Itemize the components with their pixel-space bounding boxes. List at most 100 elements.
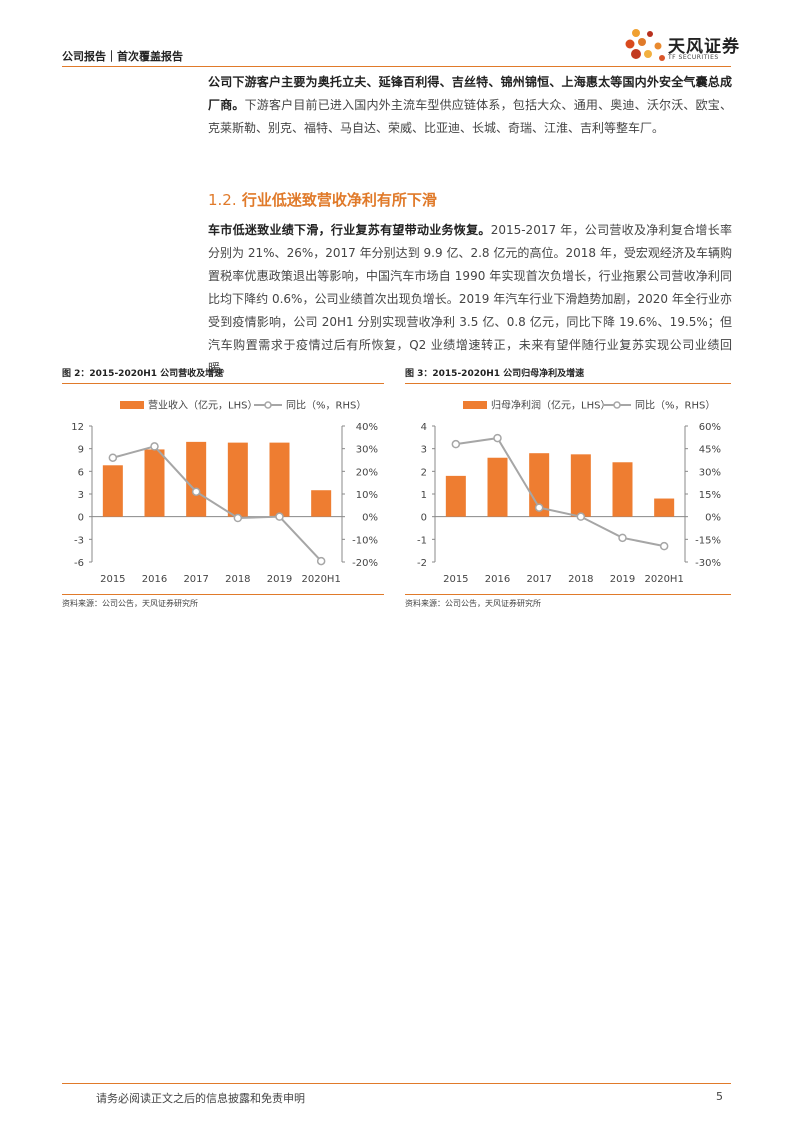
- y-tick-label-right: -10%: [352, 535, 378, 546]
- y-tick-label-right: 45%: [699, 445, 721, 456]
- growth-point: [316, 556, 326, 566]
- bar: [269, 442, 290, 517]
- y-tick-label-right: 60%: [699, 422, 721, 433]
- y-tick-label-right: 10%: [356, 490, 378, 501]
- y-tick-label-right: -30%: [695, 558, 721, 569]
- y-tick-label-right: 15%: [699, 490, 721, 501]
- y-tick-label-left: -6: [74, 558, 84, 569]
- section-title: 行业低迷致营收净利有所下滑: [241, 191, 437, 209]
- logo-subtitle: TF SECURITIES: [668, 54, 719, 61]
- bar: [144, 449, 165, 517]
- section-number: 1.2.: [208, 191, 237, 209]
- x-tick-label: 2018: [568, 574, 593, 585]
- figure-3-title: 图 3：2015-2020H1 公司归母净利及增速: [405, 369, 585, 379]
- x-tick-label: 2015: [100, 574, 125, 585]
- legend-line-label: 同比（%，RHS）: [286, 400, 366, 412]
- y-tick-label-right: 0%: [362, 513, 378, 524]
- net-profit-chart: 归母净利润（亿元，LHS） 同比（%，RHS） 4 3 2 1 0 -1 -2 60% 45% 30%…: [417, 399, 721, 586]
- y-tick-label-right: 30%: [699, 467, 721, 478]
- growth-point: [108, 453, 118, 462]
- page-number: 5: [716, 1090, 723, 1103]
- x-tick-label: 2019: [610, 574, 635, 585]
- x-tick-label: 2017: [183, 574, 208, 585]
- performance-body: 2015-2017 年，公司营收及净利复合增长率分别为 21%、26%，2017…: [208, 223, 732, 375]
- section-heading: 1.2. 行业低迷致营收净利有所下滑: [208, 189, 437, 210]
- y-tick-label-left: 4: [421, 422, 427, 433]
- x-tick-label: 2016: [142, 574, 167, 585]
- footer-divider: [62, 1083, 731, 1084]
- growth-point: [534, 503, 544, 512]
- performance-paragraph: 车市低迷致业绩下滑，行业复苏有望带动业务恢复。2015-2017 年，公司营收及…: [208, 219, 732, 380]
- bar: [654, 498, 675, 517]
- figure-3-source: 资料来源：公司公告，天风证券研究所: [405, 599, 541, 608]
- y-tick-label-left: -2: [417, 558, 427, 569]
- growth-line: [112, 445, 322, 562]
- y-tick-label-left: -1: [417, 535, 427, 546]
- legend-line-marker: [264, 401, 272, 409]
- y-tick-label-left: 3: [78, 490, 84, 501]
- growth-point: [659, 541, 669, 551]
- x-tick-label: 2015: [443, 574, 468, 585]
- customers-paragraph: 公司下游客户主要为奥托立夫、延锋百利得、吉丝特、锦州锦恒、上海惠太等国内外安全气…: [208, 71, 732, 140]
- growth-point: [618, 533, 627, 543]
- bar: [311, 490, 332, 517]
- customers-lead: 公司下游客户主要为奥托立夫、延锋百利得、吉丝特、锦州锦恒、上海惠太等国内外安全气…: [208, 75, 732, 112]
- y-tick-label-right: 30%: [356, 445, 378, 456]
- y-tick-label-left: 1: [421, 490, 427, 501]
- figure-3-bottom-rule: [405, 594, 731, 595]
- tf-securities-logo-icon: [625, 29, 665, 61]
- y-tick-label-left: 0: [78, 513, 84, 524]
- customers-body: 下游客户目前已进入国内外主流车型供应链体系，包括大众、通用、奥迪、沃尔沃、欧宝、…: [208, 98, 732, 135]
- bar: [612, 462, 633, 517]
- figure-2-source: 资料来源：公司公告，天风证券研究所: [62, 599, 198, 608]
- performance-lead: 车市低迷致业绩下滑，行业复苏有望带动业务恢复。: [208, 223, 491, 237]
- x-tick-label: 2018: [225, 574, 250, 585]
- y-tick-label-right: -15%: [695, 535, 721, 546]
- y-tick-label-right: 0%: [705, 513, 721, 524]
- legend-bar-label: 归母净利润（亿元，LHS）: [491, 399, 610, 412]
- y-tick-label-left: 9: [78, 445, 84, 456]
- y-tick-label-left: -3: [74, 535, 84, 546]
- bar: [227, 442, 248, 517]
- figure-2-top-rule: [62, 383, 384, 384]
- growth-point: [451, 439, 461, 449]
- footer-disclaimer: 请务必阅读正文之后的信息披露和免责申明: [96, 1092, 305, 1105]
- y-tick-label-left: 3: [421, 445, 427, 456]
- x-tick-label: 2016: [485, 574, 510, 585]
- figure-2-title: 图 2：2015-2020H1 公司营收及增速: [62, 369, 224, 379]
- y-tick-label-left: 2: [421, 467, 427, 478]
- x-tick-label: 2020H1: [301, 574, 340, 585]
- x-tick-label: 2019: [267, 574, 292, 585]
- growth-point: [576, 512, 586, 521]
- revenue-chart: 营业收入（亿元，LHS） 同比（%，RHS） 12 9 6 3 0 -3 -6 40% 30% 20%…: [71, 399, 378, 586]
- x-tick-label: 2020H1: [644, 574, 683, 585]
- legend-bar-label: 营业收入（亿元，LHS）: [148, 399, 257, 412]
- growth-point: [275, 512, 284, 521]
- legend-line-marker: [613, 401, 621, 409]
- legend-bar-swatch: [463, 401, 487, 409]
- figure-3-top-rule: [405, 383, 731, 384]
- y-tick-label-right: -20%: [352, 558, 378, 569]
- bar: [487, 457, 508, 517]
- growth-point: [150, 442, 159, 451]
- bar: [570, 454, 591, 517]
- figure-2-bottom-rule: [62, 594, 384, 595]
- bar: [186, 441, 207, 517]
- growth-line: [455, 437, 665, 548]
- legend-bar-swatch: [120, 401, 144, 409]
- y-tick-label-left: 12: [71, 422, 84, 433]
- header-divider: [62, 66, 731, 67]
- logo-wordmark: 天风证券: [668, 37, 740, 57]
- y-tick-label-left: 0: [421, 513, 427, 524]
- growth-point: [191, 487, 201, 496]
- bar: [102, 465, 123, 517]
- x-tick-label: 2017: [526, 574, 551, 585]
- bar: [445, 475, 466, 517]
- report-type-header: 公司报告｜首次覆盖报告: [62, 50, 183, 63]
- y-tick-label-left: 6: [78, 467, 84, 478]
- y-tick-label-right: 40%: [356, 422, 378, 433]
- growth-point: [233, 513, 243, 523]
- legend-line-label: 同比（%，RHS）: [635, 400, 715, 412]
- growth-point: [493, 433, 502, 443]
- y-tick-label-right: 20%: [356, 467, 378, 478]
